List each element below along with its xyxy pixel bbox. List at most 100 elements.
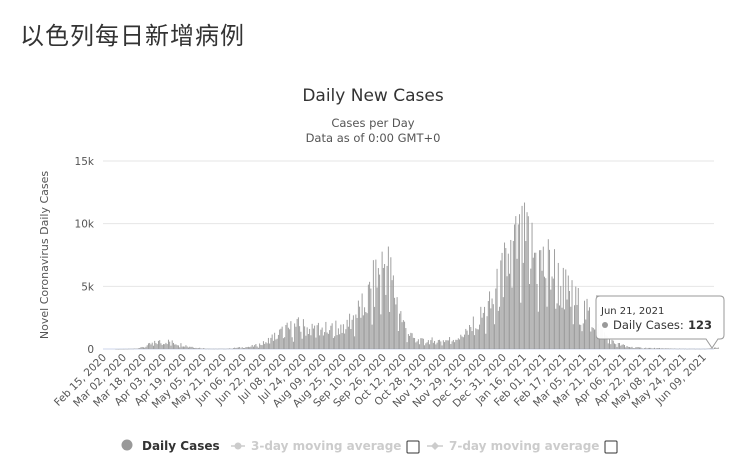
bar[interactable] bbox=[439, 339, 441, 349]
bar[interactable] bbox=[420, 338, 422, 349]
bar[interactable] bbox=[431, 337, 433, 349]
bar[interactable] bbox=[661, 348, 663, 349]
bar[interactable] bbox=[464, 334, 466, 349]
bar[interactable] bbox=[377, 268, 379, 349]
bar[interactable] bbox=[397, 331, 399, 349]
bar[interactable] bbox=[154, 340, 156, 349]
bar[interactable] bbox=[394, 297, 396, 349]
bar[interactable] bbox=[176, 345, 178, 349]
bar[interactable] bbox=[581, 331, 583, 349]
bar[interactable] bbox=[322, 335, 324, 349]
bar[interactable] bbox=[364, 307, 366, 349]
bar[interactable] bbox=[607, 343, 609, 349]
bar[interactable] bbox=[232, 348, 234, 349]
bar[interactable] bbox=[244, 347, 246, 349]
bar[interactable] bbox=[580, 324, 582, 349]
bar[interactable] bbox=[426, 342, 428, 349]
bar[interactable] bbox=[271, 334, 273, 349]
bar[interactable] bbox=[346, 319, 348, 349]
bar[interactable] bbox=[164, 344, 166, 349]
bar[interactable] bbox=[146, 345, 148, 349]
bar[interactable] bbox=[236, 347, 238, 349]
bar[interactable] bbox=[235, 348, 237, 349]
bar[interactable] bbox=[249, 347, 251, 349]
bar[interactable] bbox=[430, 340, 432, 349]
bar[interactable] bbox=[662, 348, 664, 349]
bar[interactable] bbox=[596, 332, 598, 349]
bar[interactable] bbox=[362, 315, 364, 349]
bar[interactable] bbox=[292, 341, 294, 349]
bar[interactable] bbox=[576, 304, 578, 349]
bar[interactable] bbox=[444, 342, 446, 349]
bar[interactable] bbox=[654, 347, 655, 349]
bar[interactable] bbox=[525, 241, 527, 349]
bar[interactable] bbox=[519, 214, 521, 349]
bar[interactable] bbox=[445, 340, 447, 349]
bar[interactable] bbox=[631, 346, 633, 349]
bar[interactable] bbox=[466, 330, 468, 349]
bar[interactable] bbox=[325, 321, 327, 349]
bar[interactable] bbox=[462, 337, 464, 349]
bar[interactable] bbox=[456, 339, 458, 349]
bar[interactable] bbox=[344, 333, 346, 349]
bar[interactable] bbox=[262, 341, 264, 349]
bar[interactable] bbox=[409, 335, 411, 349]
bar[interactable] bbox=[351, 319, 353, 349]
bar[interactable] bbox=[390, 257, 392, 349]
bar[interactable] bbox=[657, 348, 659, 349]
bar[interactable] bbox=[396, 297, 398, 349]
bar[interactable] bbox=[237, 347, 239, 349]
bar[interactable] bbox=[625, 347, 627, 349]
bar[interactable] bbox=[536, 283, 538, 349]
bar[interactable] bbox=[155, 343, 157, 349]
bar[interactable] bbox=[442, 340, 444, 349]
bar[interactable] bbox=[369, 281, 371, 349]
bar[interactable] bbox=[301, 338, 303, 349]
bar[interactable] bbox=[246, 347, 248, 349]
bar[interactable] bbox=[242, 347, 244, 349]
bar[interactable] bbox=[140, 347, 142, 349]
bar[interactable] bbox=[270, 337, 272, 349]
bar[interactable] bbox=[610, 344, 612, 349]
bar[interactable] bbox=[641, 348, 643, 349]
bar[interactable] bbox=[547, 239, 549, 349]
bar[interactable] bbox=[166, 344, 168, 349]
bar[interactable] bbox=[594, 329, 595, 349]
bar[interactable] bbox=[716, 347, 718, 349]
bar[interactable] bbox=[186, 346, 188, 349]
bar[interactable] bbox=[550, 289, 552, 349]
bar[interactable] bbox=[512, 241, 514, 349]
bar[interactable] bbox=[520, 302, 522, 349]
bar[interactable] bbox=[366, 313, 368, 349]
bar[interactable] bbox=[260, 344, 262, 349]
bar[interactable] bbox=[632, 348, 634, 349]
bar[interactable] bbox=[150, 344, 152, 349]
bar[interactable] bbox=[277, 334, 279, 349]
bar[interactable] bbox=[415, 342, 417, 349]
bar[interactable] bbox=[261, 345, 263, 349]
bar[interactable] bbox=[602, 338, 604, 349]
bar[interactable] bbox=[535, 252, 537, 349]
bar[interactable] bbox=[579, 324, 580, 349]
bar[interactable] bbox=[606, 336, 608, 349]
bar[interactable] bbox=[345, 329, 347, 349]
bar[interactable] bbox=[251, 344, 253, 349]
bar[interactable] bbox=[551, 276, 553, 349]
bar[interactable] bbox=[297, 317, 299, 349]
bar[interactable] bbox=[337, 328, 339, 349]
bar[interactable] bbox=[419, 344, 421, 349]
bar[interactable] bbox=[451, 341, 453, 349]
bar[interactable] bbox=[332, 337, 334, 349]
bar[interactable] bbox=[555, 308, 557, 349]
bar[interactable] bbox=[144, 347, 146, 349]
bar[interactable] bbox=[196, 348, 198, 349]
bar[interactable] bbox=[240, 348, 242, 349]
bar[interactable] bbox=[635, 347, 637, 349]
bar[interactable] bbox=[574, 305, 575, 349]
bar[interactable] bbox=[247, 346, 249, 349]
bar[interactable] bbox=[180, 343, 182, 349]
bars-daily-cases[interactable] bbox=[115, 202, 719, 350]
bar[interactable] bbox=[549, 249, 551, 349]
bar[interactable] bbox=[189, 346, 191, 349]
bar[interactable] bbox=[559, 305, 560, 349]
